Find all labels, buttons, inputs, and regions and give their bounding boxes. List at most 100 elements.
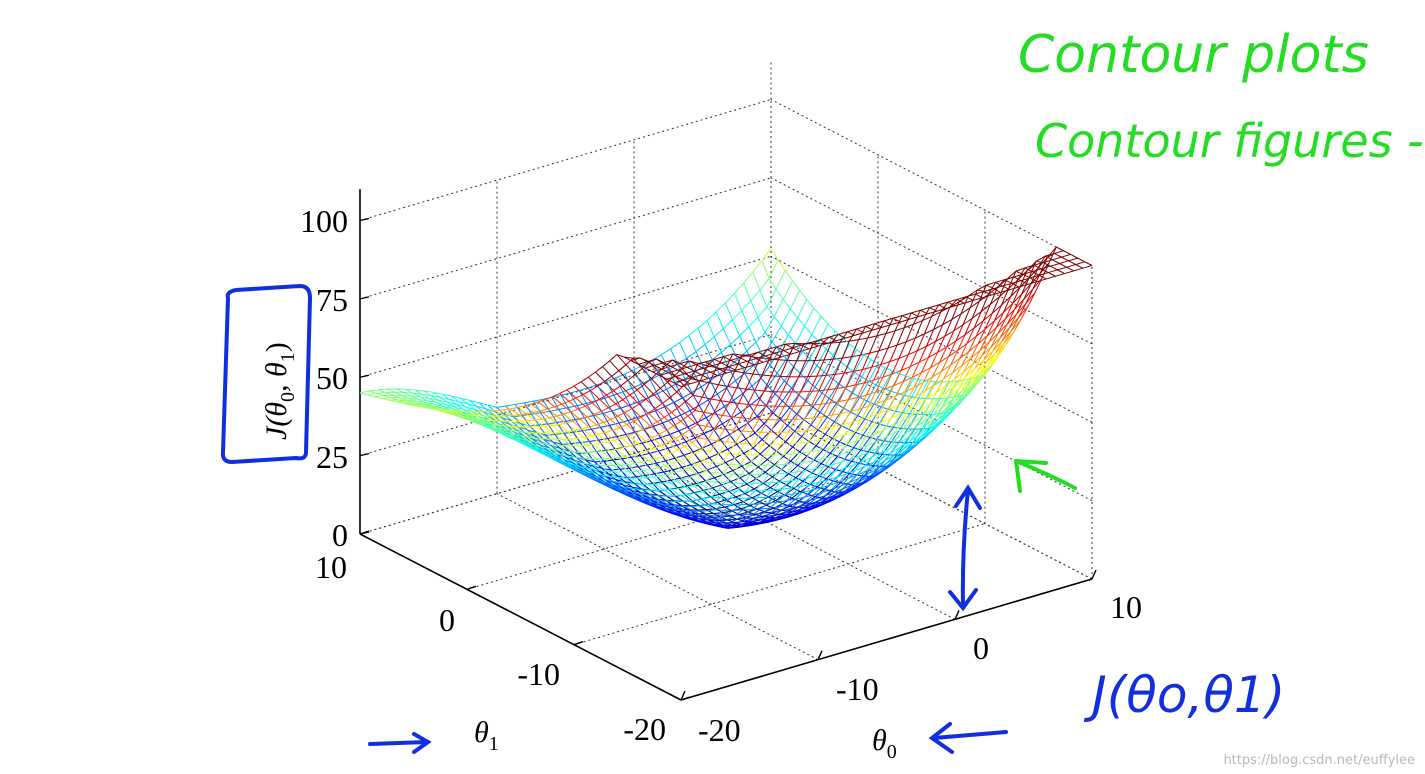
z-tick-mark xyxy=(359,452,370,457)
mesh-segment xyxy=(414,389,423,395)
mesh-segment xyxy=(652,354,662,361)
mesh-segment xyxy=(554,403,562,408)
mesh-segment xyxy=(782,298,791,310)
mesh-segment xyxy=(610,419,620,428)
mesh-segment xyxy=(873,470,882,478)
mesh-segment xyxy=(743,523,751,527)
mesh-segment xyxy=(847,474,858,480)
z-tick-mark xyxy=(359,217,370,222)
theta1-tick-label: 0 xyxy=(439,602,455,638)
mesh-segment xyxy=(866,476,875,482)
mesh-segment xyxy=(612,459,621,470)
mesh-segment xyxy=(482,423,490,427)
mesh-segment xyxy=(730,359,739,365)
mesh-segment xyxy=(877,460,885,470)
mesh-segment xyxy=(905,422,914,434)
mesh-segment xyxy=(601,451,612,459)
mesh-segment xyxy=(644,440,655,449)
mesh-segment xyxy=(822,437,833,451)
mesh-segment xyxy=(598,439,607,451)
mesh-segment xyxy=(845,470,856,475)
mesh-segment xyxy=(912,410,921,423)
mesh-segment xyxy=(814,466,824,470)
mesh-segment xyxy=(631,387,640,402)
mesh-segment xyxy=(622,391,631,406)
mesh-segment xyxy=(465,406,475,411)
mesh-segment xyxy=(778,425,788,437)
mesh-segment xyxy=(904,394,912,398)
mesh-segment xyxy=(859,380,870,398)
mesh-segment xyxy=(1015,270,1024,275)
mesh-segment xyxy=(725,509,734,516)
mesh-segment xyxy=(944,330,955,337)
mesh-segment xyxy=(468,414,477,417)
mesh-segment xyxy=(636,389,647,400)
mesh-segment xyxy=(580,376,589,383)
mesh-segment xyxy=(664,416,674,427)
mesh-segment xyxy=(744,509,752,516)
mesh-segment xyxy=(616,447,624,450)
mesh-segment xyxy=(977,335,988,345)
mesh-segment xyxy=(816,348,827,366)
mesh-segment xyxy=(734,282,744,294)
mesh-segment xyxy=(924,429,933,438)
mesh-segment xyxy=(639,357,648,363)
mesh-segment xyxy=(695,344,706,352)
theta1-tick-mark xyxy=(359,530,370,535)
mesh-segment xyxy=(865,325,874,331)
mesh-segment xyxy=(722,328,731,345)
mesh-segment xyxy=(858,337,868,341)
mesh-segment xyxy=(831,485,842,490)
mesh-segment xyxy=(595,366,603,373)
mesh-segment xyxy=(901,315,910,320)
back-wall-grid-line xyxy=(359,255,772,378)
mesh-segment xyxy=(750,300,759,318)
mesh-segment xyxy=(834,468,845,472)
mesh-segment xyxy=(456,414,464,417)
mesh-segment xyxy=(474,421,483,425)
mesh-segment xyxy=(804,307,815,327)
mesh-segment xyxy=(950,404,958,414)
mesh-segment xyxy=(950,357,961,366)
mesh-segment xyxy=(728,363,738,368)
mesh-segment xyxy=(443,405,451,411)
mesh-segment xyxy=(1019,270,1028,288)
mesh-segment xyxy=(478,402,487,410)
mesh-segment xyxy=(926,341,936,347)
mesh-segment xyxy=(875,460,885,467)
mesh-segment xyxy=(762,515,770,518)
mesh-segment xyxy=(731,417,740,430)
mesh-segment xyxy=(922,428,931,438)
mesh-segment xyxy=(570,408,579,413)
mesh-segment xyxy=(824,488,833,497)
side-wall-grid-line xyxy=(770,177,1093,345)
mesh-segment xyxy=(993,288,1001,293)
mesh-segment xyxy=(873,364,882,381)
mesh-segment xyxy=(601,407,609,412)
mesh-segment xyxy=(943,364,952,380)
mesh-segment xyxy=(671,489,681,496)
mesh-segment xyxy=(880,361,891,366)
mesh-segment xyxy=(776,346,784,351)
mesh-segment xyxy=(542,417,550,420)
mesh-segment xyxy=(845,371,854,388)
mesh-segment xyxy=(1011,282,1020,288)
mesh-segment xyxy=(668,511,677,515)
mesh-segment xyxy=(543,443,551,446)
mesh-segment xyxy=(859,405,869,410)
mesh-segment xyxy=(567,429,575,432)
mesh-segment xyxy=(654,410,663,424)
mesh-segment xyxy=(485,426,494,431)
mesh-segment xyxy=(578,390,587,404)
mesh-segment xyxy=(994,340,1003,354)
mesh-segment xyxy=(778,350,787,360)
mesh-segment xyxy=(882,387,891,392)
mesh-segment xyxy=(854,466,865,471)
mesh-segment xyxy=(716,509,725,516)
mesh-segment xyxy=(568,397,577,402)
mesh-segment xyxy=(708,489,719,491)
mesh-segment xyxy=(675,375,684,381)
mesh-segment xyxy=(965,363,974,377)
mesh-segment xyxy=(706,508,716,511)
mesh-segment xyxy=(763,482,772,492)
